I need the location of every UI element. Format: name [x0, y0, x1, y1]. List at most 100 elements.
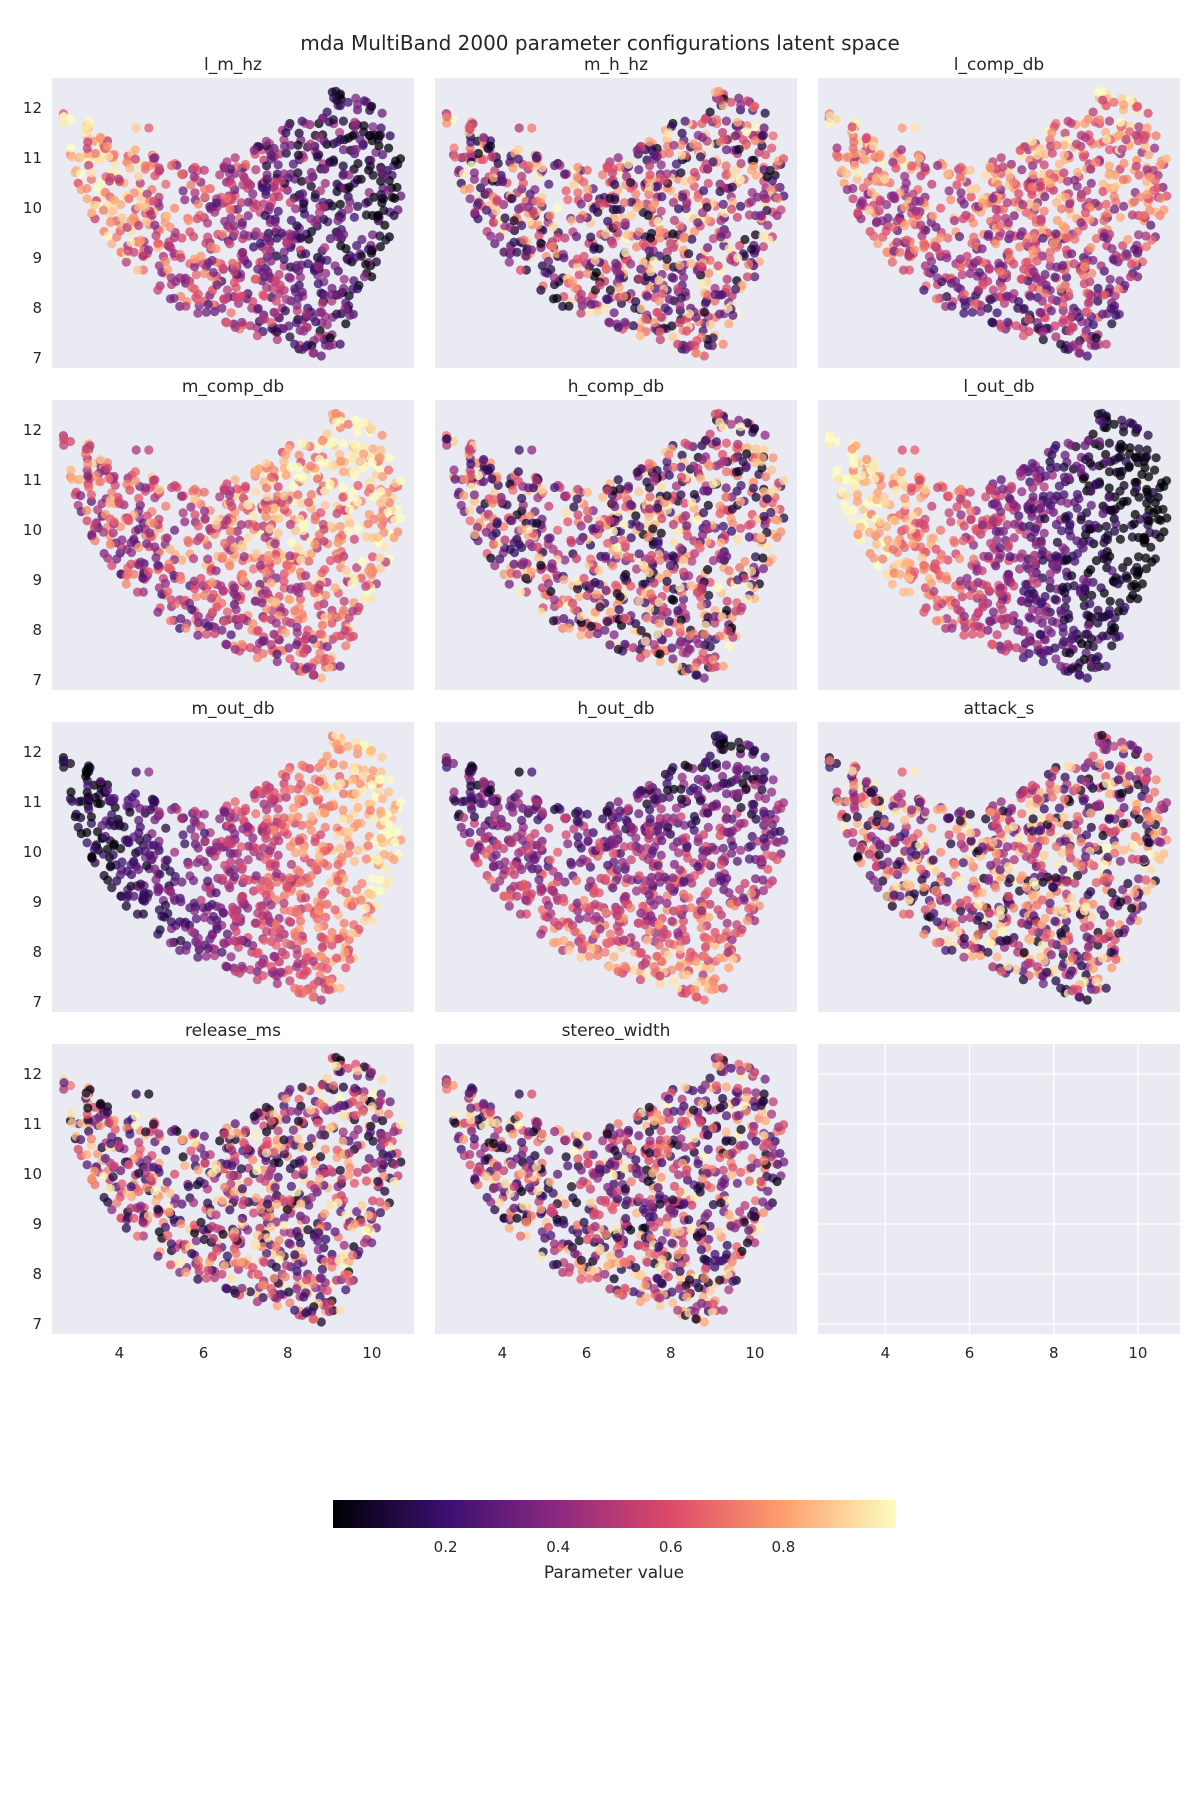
scatter-point: [847, 122, 857, 132]
scatter-point: [1141, 231, 1151, 241]
scatter-point: [1070, 234, 1080, 244]
scatter-point: [270, 217, 280, 227]
scatter-point: [293, 293, 303, 303]
scatter-point: [262, 492, 272, 502]
scatter-point: [648, 524, 658, 534]
scatter-point: [279, 169, 289, 179]
scatter-point: [485, 463, 496, 473]
scatter-point: [335, 127, 345, 138]
scatter-point: [573, 188, 583, 198]
scatter-point: [1069, 259, 1079, 269]
scatter-point: [513, 476, 524, 486]
scatter-point: [700, 307, 710, 317]
scatter-point: [614, 283, 624, 293]
scatter-point: [170, 203, 180, 213]
scatter-point: [308, 670, 318, 680]
scatter-point: [153, 560, 163, 570]
scatter-point: [200, 506, 210, 516]
scatter-point: [479, 132, 489, 143]
scatter-point: [212, 280, 222, 290]
scatter-point: [1072, 489, 1082, 500]
scatter-point: [130, 154, 140, 164]
scatter-point: [724, 319, 734, 329]
scatter-point: [189, 494, 199, 504]
scatter-point: [222, 640, 232, 650]
scatter-point: [673, 284, 683, 294]
scatter-point: [245, 321, 255, 331]
scatter-point: [188, 554, 199, 564]
scatter-point: [260, 210, 270, 220]
scatter-point: [284, 594, 294, 604]
scatter-point: [459, 169, 469, 179]
scatter-point: [140, 202, 150, 212]
scatter-point: [1096, 261, 1106, 271]
scatter-point: [715, 309, 725, 319]
scatter-point: [211, 244, 221, 254]
scatter-point: [915, 196, 925, 206]
scatter-point: [331, 408, 341, 418]
scatter-point: [573, 510, 583, 520]
scatter-point: [220, 617, 230, 627]
scatter-point: [669, 537, 680, 548]
scatter-point: [131, 123, 141, 133]
scatter-point: [365, 483, 375, 493]
scatter-point: [1143, 108, 1153, 118]
scatter-point: [380, 220, 390, 230]
panel-m_h_hz: m_h_hz: [435, 55, 797, 368]
scatter-point: [1083, 307, 1093, 317]
scatter-point: [750, 101, 760, 111]
scatter-point: [731, 284, 741, 294]
scatter-point: [190, 510, 200, 520]
scatter-point: [84, 160, 94, 170]
scatter-point: [124, 194, 134, 204]
scatter-point: [573, 484, 583, 494]
scatter-point: [364, 244, 374, 254]
scatter-point: [902, 235, 912, 245]
scatter-point: [261, 182, 272, 192]
scatter-point: [339, 596, 349, 606]
scatter-point: [368, 492, 378, 502]
scatter-point: [357, 556, 367, 567]
scatter-point: [572, 172, 582, 182]
scatter-point: [338, 145, 349, 155]
scatter-point: [237, 317, 247, 327]
scatter-point: [584, 307, 594, 317]
scatter-point: [875, 195, 885, 205]
scatter-point: [569, 180, 579, 190]
scatter-point: [732, 534, 743, 544]
scatter-point: [761, 472, 771, 482]
scatter-point: [995, 267, 1005, 277]
scatter-point: [1052, 215, 1062, 225]
scatter-point: [345, 310, 355, 320]
scatter-point: [871, 218, 882, 228]
scatter-point: [126, 237, 136, 247]
scatter-point: [237, 540, 247, 550]
scatter-point: [203, 621, 213, 632]
scatter-point: [107, 239, 117, 249]
scatter-point: [643, 532, 653, 543]
scatter-point: [583, 184, 593, 194]
scatter-point: [965, 487, 975, 497]
scatter-point: [215, 170, 225, 180]
scatter-point: [544, 501, 554, 511]
scatter-point: [376, 123, 386, 133]
scatter-point: [332, 95, 342, 105]
scatter-point: [719, 456, 729, 466]
scatter-point: [746, 197, 756, 207]
scatter-point: [269, 307, 279, 317]
scatter-point: [129, 569, 139, 579]
scatter-point: [201, 629, 211, 639]
scatter-point: [1014, 297, 1024, 307]
scatter-point: [361, 581, 371, 592]
scatter-point: [635, 331, 646, 341]
scatter-point: [687, 234, 697, 244]
scatter-point: [1018, 200, 1028, 210]
scatter-point: [176, 491, 187, 501]
scatter-point: [525, 539, 535, 549]
scatter-point: [733, 575, 743, 585]
scatter-point: [992, 308, 1002, 318]
scatter-point: [259, 291, 269, 301]
scatter-point: [464, 122, 474, 132]
scatter-point: [1101, 339, 1111, 349]
scatter-point: [98, 527, 108, 537]
